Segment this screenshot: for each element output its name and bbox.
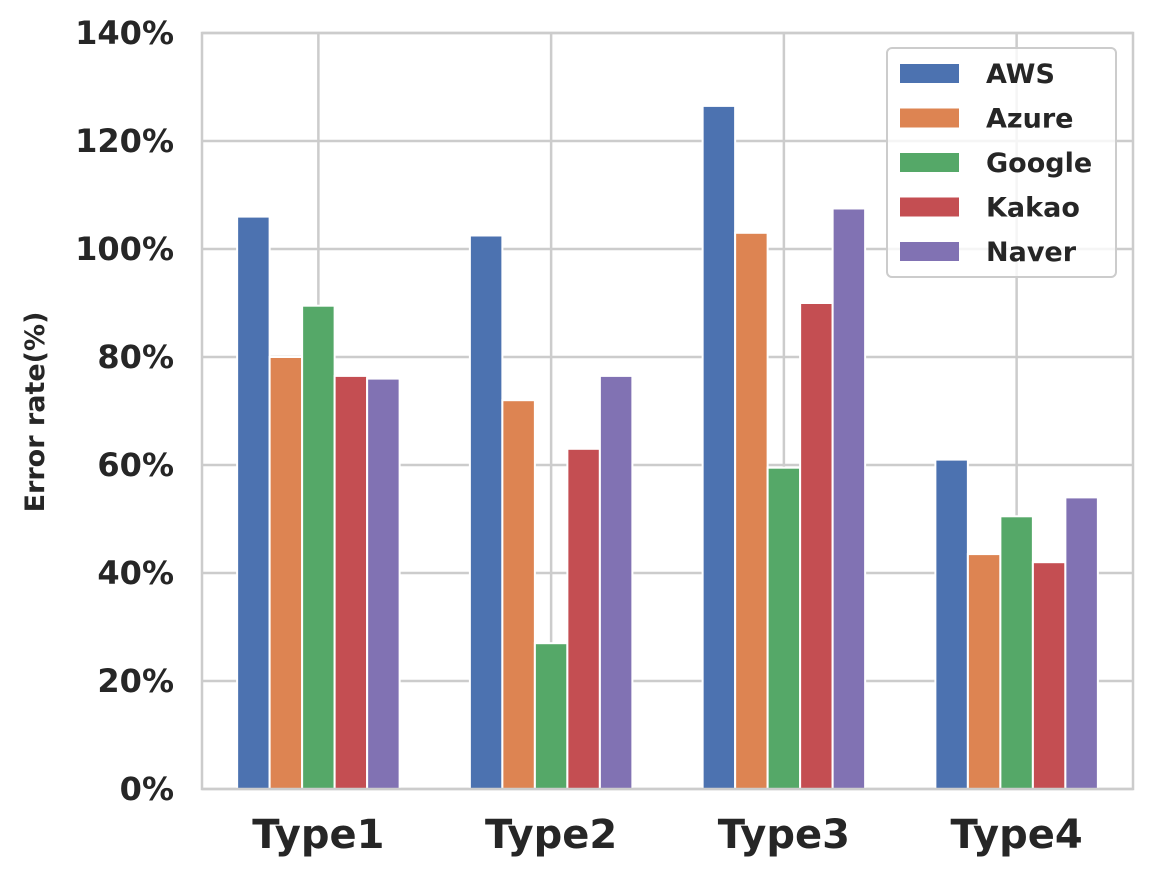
legend-swatch-aws	[900, 64, 959, 83]
y-tick-label: 60%	[97, 446, 174, 484]
y-tick-label: 120%	[75, 122, 174, 160]
legend-swatch-kakao	[900, 197, 959, 217]
y-tick-label: 80%	[97, 338, 174, 376]
bar-aws-type1	[236, 215, 271, 791]
bar-azure-type3	[734, 231, 769, 791]
legend-label-kakao: Kakao	[986, 193, 1080, 224]
bar-naver-type1	[366, 377, 401, 790]
bar-kakao-type3	[799, 302, 834, 790]
x-tick-label: Type2	[485, 812, 617, 858]
bar-azure-type1	[268, 356, 304, 790]
bars	[236, 104, 1099, 791]
y-tick-label: 100%	[75, 230, 174, 268]
legend-label-naver: Naver	[986, 237, 1077, 268]
plot-frame	[200, 31, 1135, 791]
bar-azure-type2	[501, 399, 536, 790]
x-axis-ticks: Type1 Type2 Type3 Type4	[252, 812, 1082, 858]
bar-kakao-type1	[333, 374, 369, 790]
y-tick-label: 0%	[120, 770, 174, 808]
bar-google-type2	[533, 642, 569, 791]
legend-label-google: Google	[986, 148, 1092, 179]
y-axis-ticks: 0% 20% 40% 60% 80% 100% 120% 140%	[75, 14, 174, 808]
y-tick-label: 140%	[75, 14, 174, 52]
bar-aws-type4	[934, 458, 969, 790]
legend-box	[886, 47, 1117, 278]
bar-google-type4	[999, 515, 1034, 790]
bar-naver-type2	[598, 374, 634, 790]
bar-naver-type3	[831, 207, 867, 790]
bar-aws-type3	[701, 104, 737, 790]
y-tick-label: 20%	[97, 662, 174, 700]
bar-azure-type4	[966, 553, 1002, 790]
y-axis-title: Error rate(%)	[20, 312, 51, 513]
bar-google-type1	[301, 304, 336, 790]
plot-border	[200, 31, 1135, 791]
x-tick-label: Type4	[951, 812, 1083, 858]
legend: AWS Azure Google Kakao Naver	[886, 47, 1117, 278]
legend-swatch-naver	[900, 242, 959, 261]
legend-label-aws: AWS	[986, 59, 1055, 90]
legend-swatch-azure	[900, 108, 959, 128]
bar-kakao-type2	[566, 447, 601, 790]
y-tick-label: 40%	[97, 554, 174, 592]
bar-naver-type4	[1064, 496, 1099, 790]
bar-google-type3	[766, 466, 802, 790]
bar-kakao-type4	[1031, 561, 1067, 791]
legend-label-azure: Azure	[986, 104, 1073, 135]
x-tick-label: Type1	[252, 812, 384, 858]
bar-aws-type2	[468, 234, 504, 790]
x-tick-label: Type3	[718, 812, 850, 858]
legend-swatch-google	[900, 153, 959, 172]
